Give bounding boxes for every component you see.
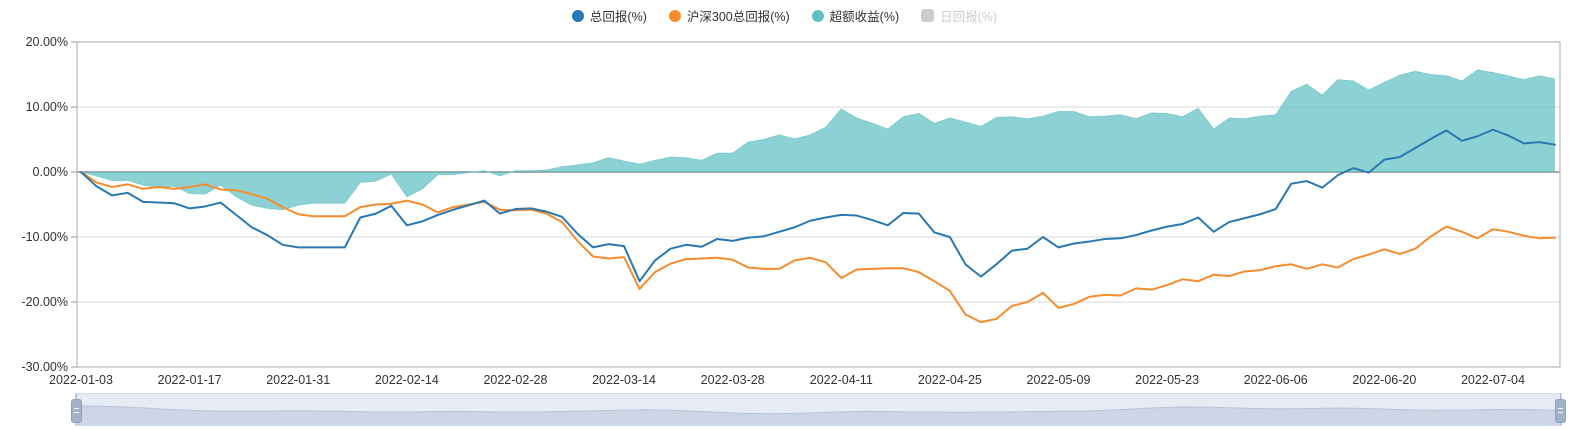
legend-item-csi300-return[interactable]: 沪深300总回报(%) xyxy=(668,6,790,25)
x-axis-label: 2022-02-14 xyxy=(375,373,439,387)
legend-item-excess-return[interactable]: 超额收益(%) xyxy=(811,6,900,25)
circle-marker-icon xyxy=(811,9,824,22)
circle-marker-icon xyxy=(668,9,681,22)
x-axis-label: 2022-05-09 xyxy=(1027,373,1091,387)
legend: 总回报(%) 沪深300总回报(%) 超额收益(%) 日回报(%) xyxy=(0,6,1569,25)
y-axis-label: 10.00% xyxy=(26,100,68,114)
x-axis-label: 2022-04-11 xyxy=(810,373,873,387)
y-axis-label: 20.00% xyxy=(26,35,68,49)
csi300-return-line xyxy=(80,171,1556,324)
legend-label: 沪深300总回报(%) xyxy=(686,10,790,24)
x-axis-label: 2022-03-28 xyxy=(701,373,765,387)
x-axis-label: 2022-07-04 xyxy=(1461,373,1525,387)
slider-handle-left[interactable] xyxy=(71,398,82,423)
y-axis-label: -30.00% xyxy=(21,360,68,374)
handle-grip-icon xyxy=(74,411,79,413)
legend-label: 超额收益(%) xyxy=(829,10,900,24)
x-axis-label: 2022-06-20 xyxy=(1352,373,1416,387)
handle-grip-icon xyxy=(1558,411,1563,413)
y-axis-label: -20.00% xyxy=(21,295,68,309)
x-axis-label: 2022-06-06 xyxy=(1244,373,1308,387)
legend-label: 总回报(%) xyxy=(589,10,647,24)
legend-label: 日回报(%) xyxy=(940,10,998,24)
circle-marker-icon xyxy=(571,9,584,22)
x-axis-label: 2022-01-17 xyxy=(158,373,222,387)
legend-item-daily-return[interactable]: 日回报(%) xyxy=(921,6,997,25)
x-axis-label: 2022-04-25 xyxy=(918,373,982,387)
slider-handle-right[interactable] xyxy=(1555,398,1566,423)
slider-shadow-area xyxy=(76,405,1561,425)
legend-item-total-return[interactable]: 总回报(%) xyxy=(571,6,647,25)
plot-border xyxy=(76,41,1561,368)
excess-return-area xyxy=(81,69,1555,210)
total-return-line xyxy=(80,128,1556,283)
data-zoom-slider[interactable] xyxy=(71,393,1566,426)
y-axis-label: -10.00% xyxy=(21,230,68,244)
x-axis-label: 2022-01-03 xyxy=(49,373,113,387)
x-axis-label: 2022-01-31 xyxy=(266,373,330,387)
y-axis-label: 0.00% xyxy=(33,165,68,179)
x-axis-label: 2022-05-23 xyxy=(1135,373,1199,387)
slider-mini-chart xyxy=(76,405,1561,425)
square-marker-icon xyxy=(921,9,935,22)
handle-grip-icon xyxy=(74,407,79,409)
chart-plot[interactable]: 20.00%10.00%0.00%-10.00%-20.00%-30.00%20… xyxy=(0,0,1569,390)
handle-grip-icon xyxy=(1558,407,1563,409)
x-axis-label: 2022-03-14 xyxy=(592,373,656,387)
x-axis-label: 2022-02-28 xyxy=(483,373,547,387)
slider-shadow-line xyxy=(76,405,1561,415)
excess-return-line xyxy=(80,69,1556,211)
